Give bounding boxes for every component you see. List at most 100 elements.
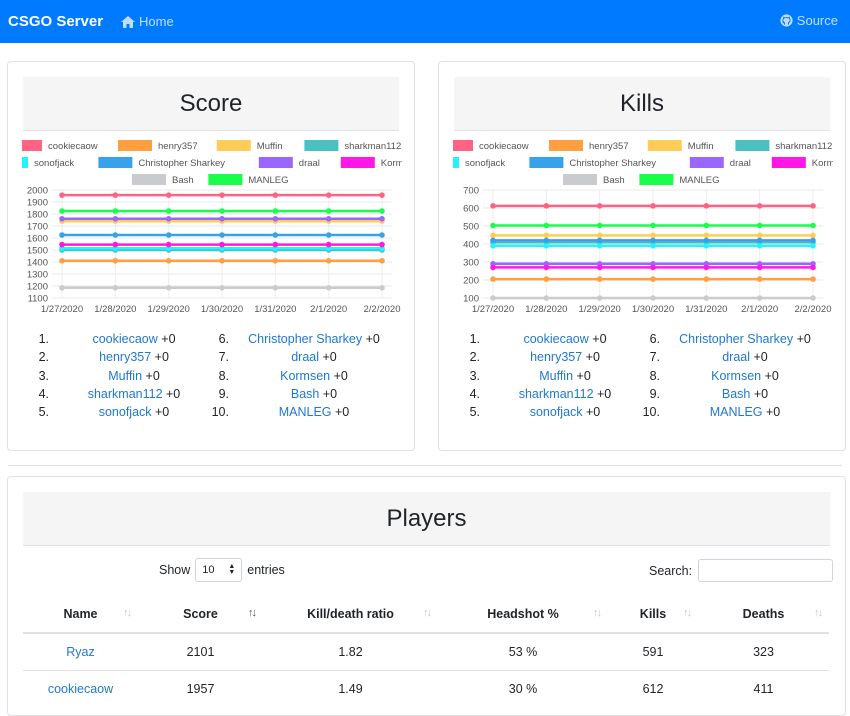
data-point[interactable] [112, 258, 119, 264]
data-point[interactable] [703, 222, 710, 229]
data-point[interactable] [112, 216, 119, 222]
data-point[interactable] [543, 203, 550, 209]
column-header[interactable]: Name ↑↓ [23, 595, 138, 634]
search-input[interactable] [698, 559, 834, 582]
data-point[interactable] [219, 232, 225, 238]
data-point[interactable] [165, 192, 172, 198]
legend-item[interactable]: Christopher Sharkey [98, 157, 225, 169]
player-link[interactable]: Christopher Sharkey [679, 332, 794, 346]
data-point[interactable] [165, 258, 172, 264]
data-point[interactable] [59, 258, 65, 264]
data-point[interactable] [59, 232, 65, 238]
player-name-cell[interactable]: cookiecaow [23, 669, 138, 707]
data-point[interactable] [272, 216, 279, 222]
data-point[interactable] [810, 237, 816, 244]
data-point[interactable] [650, 222, 656, 229]
data-point[interactable] [596, 276, 603, 282]
data-point[interactable] [219, 241, 225, 248]
data-point[interactable] [810, 222, 816, 229]
player-link[interactable]: draal [291, 350, 320, 365]
data-point[interactable] [810, 243, 816, 249]
sort-icon[interactable]: ↑↓ [248, 607, 257, 619]
data-point[interactable] [650, 232, 656, 239]
legend-item[interactable]: MANLEG [208, 174, 289, 186]
data-point[interactable] [596, 264, 603, 271]
data-point[interactable] [272, 208, 279, 214]
column-header[interactable]: Headshot % ↑↓ [438, 595, 608, 634]
player-link[interactable]: Muffin [108, 368, 143, 383]
data-point[interactable] [810, 295, 816, 301]
data-point[interactable] [325, 258, 332, 264]
data-point[interactable] [596, 237, 603, 244]
data-point[interactable] [756, 232, 763, 239]
data-point[interactable] [543, 264, 550, 271]
sort-icon[interactable]: ↑↓ [683, 607, 692, 619]
player-link[interactable]: Kormsen [280, 368, 331, 383]
legend-item[interactable]: Kormsen [771, 157, 833, 169]
player-link[interactable]: draal [722, 350, 751, 365]
data-point[interactable] [650, 237, 656, 244]
data-point[interactable] [112, 232, 119, 238]
player-link[interactable]: sonofjack [98, 405, 152, 420]
player-name-cell[interactable]: Ryaz [23, 632, 138, 670]
data-point[interactable] [543, 237, 550, 244]
player-link[interactable]: sharkman112 [518, 386, 594, 401]
data-point[interactable] [650, 295, 656, 301]
data-point[interactable] [490, 276, 496, 282]
column-header[interactable]: Deaths ↑↓ [698, 595, 829, 634]
data-point[interactable] [810, 232, 816, 239]
data-point[interactable] [490, 295, 496, 301]
data-point[interactable] [650, 264, 656, 271]
data-point[interactable] [325, 241, 332, 248]
data-point[interactable] [219, 285, 225, 291]
data-point[interactable] [272, 241, 279, 248]
data-point[interactable] [703, 243, 710, 249]
legend-item[interactable]: cookiecaow [22, 140, 98, 152]
data-point[interactable] [596, 222, 603, 229]
data-point[interactable] [490, 237, 496, 244]
column-header[interactable]: Kills ↑↓ [608, 595, 698, 634]
data-point[interactable] [490, 203, 496, 209]
legend-item[interactable]: sonofjack [453, 157, 505, 169]
nav-home-link[interactable]: Home [121, 14, 174, 29]
data-point[interactable] [219, 208, 225, 214]
data-point[interactable] [219, 258, 225, 264]
data-point[interactable] [112, 285, 119, 291]
data-point[interactable] [272, 232, 279, 238]
data-point[interactable] [325, 192, 332, 198]
player-link[interactable]: Bash [721, 386, 751, 401]
data-point[interactable] [703, 276, 710, 282]
data-point[interactable] [59, 285, 65, 291]
legend-item[interactable]: MANLEG [639, 174, 720, 186]
data-point[interactable] [756, 276, 763, 282]
data-point[interactable] [165, 232, 172, 238]
data-point[interactable] [810, 276, 816, 282]
data-point[interactable] [112, 192, 119, 198]
legend-item[interactable]: cookiecaow [453, 140, 529, 152]
data-point[interactable] [379, 208, 385, 214]
data-point[interactable] [650, 203, 656, 209]
legend-item[interactable]: sharkman112 [304, 140, 401, 152]
data-point[interactable] [490, 222, 496, 229]
data-point[interactable] [490, 243, 496, 249]
data-point[interactable] [325, 232, 332, 238]
data-point[interactable] [703, 264, 710, 271]
data-point[interactable] [596, 295, 603, 301]
legend-item[interactable]: Muffin [216, 140, 283, 152]
brand[interactable]: CSGO Server [8, 13, 104, 30]
data-point[interactable] [756, 222, 763, 229]
data-point[interactable] [543, 222, 550, 229]
data-point[interactable] [59, 216, 65, 222]
data-point[interactable] [325, 285, 332, 291]
data-point[interactable] [756, 243, 763, 249]
player-link[interactable]: sonofjack [529, 405, 583, 420]
data-point[interactable] [379, 285, 385, 291]
data-point[interactable] [112, 208, 119, 214]
data-point[interactable] [596, 232, 603, 239]
legend-item[interactable]: Bash [132, 174, 194, 186]
data-point[interactable] [325, 216, 332, 222]
nav-source-link[interactable]: Source [780, 13, 838, 28]
data-point[interactable] [272, 192, 279, 198]
player-link[interactable]: sharkman112 [87, 386, 163, 401]
data-point[interactable] [379, 241, 385, 248]
